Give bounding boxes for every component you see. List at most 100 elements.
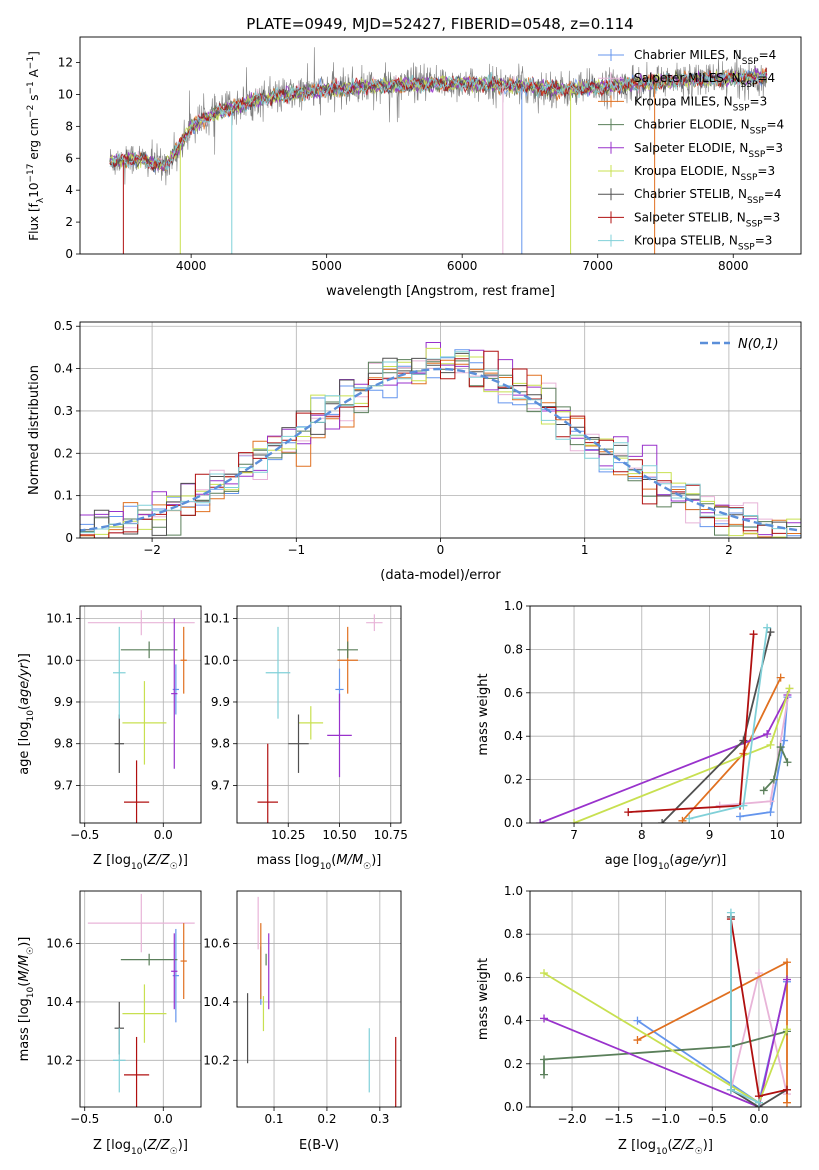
plot-area (87, 610, 195, 823)
errorbar-point (337, 641, 358, 659)
series-marker (540, 1055, 549, 1064)
series-marker (726, 1085, 735, 1094)
errorbar-point (114, 714, 124, 773)
y-tick-label: 10.4 (203, 995, 230, 1009)
y-axis-label: age [log10(age/yr)] (17, 653, 36, 775)
x-tick-label: −1.0 (651, 1112, 680, 1126)
legend-entry: Kroupa MILES, NSSP=3 (634, 94, 767, 113)
x-tick-label: 0.0 (749, 1112, 768, 1126)
errorbar-point (265, 626, 291, 719)
series-marker (763, 623, 772, 632)
series-marker (759, 786, 768, 795)
y-tick-label: 0.8 (504, 927, 523, 941)
model-spectrum-salpeter-stelib (109, 67, 768, 172)
series-marker (726, 908, 735, 917)
series-line (681, 677, 782, 822)
x-tick-label: −0.5 (698, 1112, 727, 1126)
series-marker (769, 775, 778, 784)
plot-area (87, 893, 195, 1107)
y-axis-label: mass weight (476, 958, 491, 1040)
panel-age_vs_Z: −0.5 0.0 9.7 9.8 9.9 10.0 10.1 Z [log10(Z/Z☉)] a… (17, 605, 202, 872)
x-tick-label: 0.0 (154, 828, 173, 842)
series-marker (766, 808, 775, 817)
series-marker (739, 736, 748, 745)
y-tick-label: 0.4 (504, 1014, 523, 1028)
series-marker (783, 758, 792, 767)
x-axis-label: Z [log10(Z/Z☉)] (93, 1138, 188, 1157)
y-tick-label: 10.6 (203, 937, 230, 951)
x-tick-label: 10 (770, 828, 785, 842)
series-marker (570, 819, 579, 823)
y-tick-label: 9.9 (54, 695, 73, 709)
x-tick-label: 10.50 (322, 828, 356, 842)
errorbar-point (180, 923, 187, 999)
axes-frame (529, 605, 802, 824)
x-tick-label: 7000 (582, 259, 613, 273)
errorbar-point (124, 760, 150, 823)
y-tick-label: 4 (65, 183, 73, 197)
x-axis-label: mass [log10(M/M☉)] (257, 853, 382, 872)
series-line (739, 697, 789, 818)
errorbar-point (337, 626, 358, 694)
series-marker (624, 808, 633, 817)
errorbar-point (180, 626, 187, 694)
y-tick-label: 2 (65, 215, 73, 229)
series-marker (782, 975, 791, 984)
series-marker (540, 1014, 549, 1023)
y-tick-label: 0.3 (54, 404, 73, 418)
y-tick-label: 0.4 (504, 729, 523, 743)
y-tick-label: 10.2 (203, 1053, 230, 1067)
panel-spectrum: 4000 5000 6000 7000 8000 0 2 4 6 8 10 12 wavelength … (26, 36, 802, 299)
series-marker (633, 1016, 642, 1025)
series-marker (766, 628, 775, 637)
errorbar-point (327, 693, 352, 778)
residual-histogram (80, 352, 801, 538)
series-marker (658, 819, 667, 823)
series-marker (685, 814, 694, 823)
x-tick-label: 0.2 (317, 1112, 336, 1126)
y-axis-label: mass [log10(M/M☉)] (17, 937, 36, 1062)
y-tick-label: 0.1 (54, 489, 73, 503)
axes-frame (236, 605, 402, 824)
series-marker (540, 1070, 549, 1079)
series-line (543, 979, 788, 1107)
plot-area (540, 908, 791, 1107)
panel-age_vs_mass: 10.25 10.50 10.75 9.7 9.8 9.9 10.0 10.1 mass [lo… (203, 605, 408, 872)
series-line (543, 1030, 788, 1075)
y-tick-label: 0.2 (54, 446, 73, 460)
legend-entry: Chabrier MILES, NSSP=4 (634, 48, 776, 67)
legend-entry: Salpeter ELODIE, NSSP=3 (634, 141, 783, 160)
legend-entry: Kroupa STELIB, NSSP=3 (634, 234, 772, 253)
x-axis-label: Z [log10(Z/Z☉)] (93, 853, 188, 872)
legend-entry: N(0,1) (738, 337, 779, 352)
x-tick-label: 5000 (311, 259, 342, 273)
y-tick-label: 9.8 (211, 737, 230, 751)
y-tick-label: 0.0 (504, 816, 523, 830)
y-tick-label: 12 (58, 56, 73, 70)
errorbar-point (120, 641, 178, 659)
errorbar-point (87, 610, 195, 636)
errorbar-point (122, 984, 167, 1043)
x-tick-label: −2 (143, 543, 161, 557)
series-marker (739, 801, 748, 810)
series-marker (782, 1085, 791, 1094)
legend-entry: Chabrier ELODIE, NSSP=4 (634, 118, 784, 137)
y-tick-label: 0.5 (54, 319, 73, 333)
x-tick-label: 1 (581, 543, 589, 557)
plot-area (80, 342, 801, 538)
y-tick-label: 8 (65, 119, 73, 133)
panel-mass_vs_Z: −0.5 0.0 10.2 10.4 10.6 Z [log10(Z/Z☉)] mass [… (17, 890, 202, 1157)
y-tick-label: 10.2 (46, 1053, 73, 1067)
x-tick-label: 7 (570, 828, 578, 842)
series-marker (782, 1098, 791, 1107)
plot-area (246, 896, 397, 1107)
y-axis-label: Flux [fλ10−17 erg cm−2 s−1 A−1] (26, 51, 46, 241)
figure-title: PLATE=0949, MJD=52427, FIBERID=0548, z=0… (246, 15, 633, 33)
series-marker (749, 630, 758, 639)
y-tick-label: 9.7 (211, 778, 230, 792)
x-tick-label: −1.5 (604, 1112, 633, 1126)
errorbar-point (120, 953, 178, 966)
x-tick-label: 0.3 (370, 1112, 389, 1126)
series-marker (782, 958, 791, 967)
